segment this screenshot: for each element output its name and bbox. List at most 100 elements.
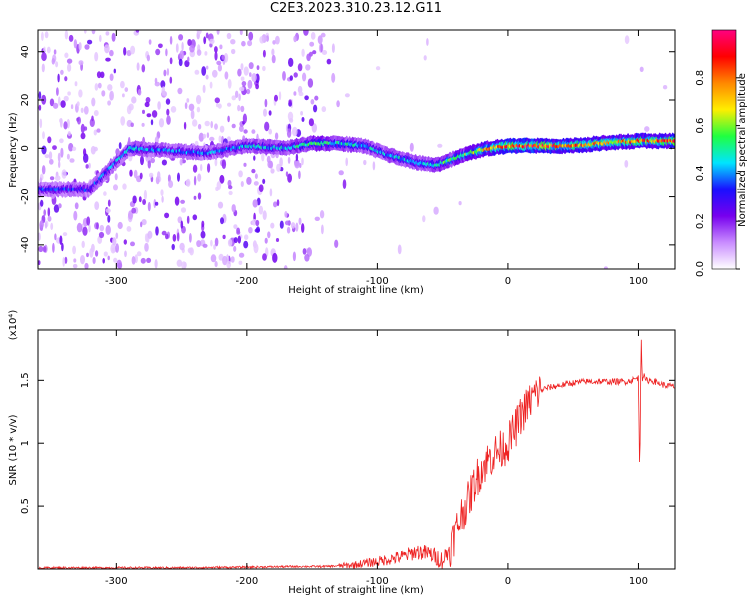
spectrogram-noise-blob [113, 68, 117, 74]
spectrogram-noise-blob [178, 34, 184, 41]
spectrogram-noise-blob [331, 72, 336, 83]
spectrogram-noise-blob [64, 76, 68, 82]
spectrogram-noise-blob [293, 91, 297, 96]
spectrogram-noise-blob [84, 44, 90, 50]
spectrogram-noise-blob [88, 162, 91, 169]
spectrogram-noise-blob [222, 234, 226, 240]
spectrogram-noise-blob [56, 87, 59, 96]
snr-x-tick-label: -200 [236, 576, 259, 587]
spectrogram-noise-blob [141, 64, 146, 73]
spectrogram-noise-blob [189, 247, 194, 256]
spectrogram-noise-blob [91, 115, 94, 122]
spectrogram-noise-blob [192, 214, 198, 221]
spectrogram-noise-blob [96, 222, 99, 230]
spectrogram-noise-blob [251, 168, 256, 174]
spectrogram-noise-blob [197, 173, 202, 182]
spectrogram-noise-blob [282, 71, 286, 81]
spectrogram-noise-blob [141, 122, 145, 127]
spectrogram-noise-blob [105, 57, 111, 62]
spectrogram-noise-blob [227, 179, 232, 187]
spectrogram-noise-blob [301, 48, 305, 57]
spectrogram-noise-blob [219, 174, 225, 184]
spectrogram-noise-blob [397, 244, 402, 255]
spectrogram-noise-blob [321, 106, 327, 113]
spectrogram-noise-blob [57, 152, 61, 162]
spectrogram-noise-blob [166, 68, 170, 76]
spectrogram-noise-blob [286, 226, 291, 234]
spectrogram-noise-blob [275, 238, 280, 242]
spectrogram-noise-blob [243, 162, 247, 167]
spectrogram-noise-blob [256, 65, 260, 70]
spectrogram-noise-blob [50, 222, 54, 230]
spectrogram-noise-blob [124, 250, 127, 258]
spectrogram-noise-blob [237, 104, 241, 112]
spectrogram-noise-blob [126, 50, 132, 57]
spectrogram-noise-blob [169, 57, 173, 65]
spectrogram-noise-blob [311, 123, 317, 133]
spectrogram-noise-blob [217, 201, 224, 209]
colorbar-tick-label: 0.8 [695, 70, 706, 86]
spectrogram-noise-blob [54, 175, 61, 181]
spectrogram-noise-blob [219, 44, 223, 50]
spectrogram-noise-blob [80, 107, 84, 114]
snr-x-tick-label: 0 [505, 576, 511, 587]
spectrogram-noise-blob [242, 113, 247, 124]
spectrogram-noise-blob [107, 199, 111, 207]
spectrogram-noise-blob [61, 169, 67, 179]
spectrogram-noise-blob [221, 159, 227, 170]
spectrogram-noise-blob [298, 91, 304, 97]
spectrogram-noise-blob [131, 207, 137, 214]
spectrogram-noise-blob [81, 240, 85, 248]
spectrogram-noise-blob [83, 153, 89, 163]
spectrogram-noise-blob [287, 173, 292, 183]
spectrogram-noise-blob [253, 155, 256, 161]
spectrogram-noise-blob [73, 258, 77, 263]
snr-y-tick-label: 1.5 [20, 372, 31, 388]
spectrogram-noise-blob [168, 180, 174, 189]
spectrogram-noise-blob [204, 51, 208, 56]
spectrogram-noise-blob [268, 110, 272, 116]
spectrogram-noise-blob [624, 160, 629, 168]
spectrogram-noise-blob [59, 118, 63, 124]
spectrogram-noise-blob [252, 199, 258, 208]
spectrogram-noise-blob [68, 142, 74, 152]
spectrogram-noise-blob [130, 122, 134, 128]
spectrogram-noise-blob [107, 255, 110, 261]
colorbar-tick-label: 0.2 [695, 213, 706, 229]
spectrogram-noise-blob [603, 266, 608, 269]
spectrogram-noise-blob [133, 169, 138, 179]
spectrogram-noise-blob [294, 160, 300, 169]
spectrogram-noise-blob [271, 54, 276, 64]
spectrogram-noise-blob [248, 62, 254, 70]
spectrogram-noise-blob [99, 34, 102, 43]
spectrogram-noise-blob [287, 156, 291, 164]
spectrogram-noise-blob [52, 145, 57, 151]
spectrogram-noise-blob [85, 164, 89, 169]
spectrogram-noise-blob [101, 90, 106, 97]
spectrogram-noise-blob [235, 90, 239, 99]
spectrogram-noise-blob [68, 34, 74, 42]
spectrogram-noise-blob [201, 220, 205, 228]
spectrogram-noise-blob [76, 222, 83, 233]
spectrogram-noise-blob [124, 87, 129, 92]
spectrogram-noise-blob [298, 170, 301, 180]
snr-series-line [38, 339, 675, 569]
spectrogram-noise-blob [437, 143, 443, 148]
spectrogram-noise-blob [227, 102, 232, 107]
spectrogram-x-tick-label: 0 [505, 276, 511, 287]
spectrogram-noise-blob [72, 146, 77, 151]
spectrogram-noise-blob [213, 244, 217, 250]
spectrogram-noise-blob [120, 80, 125, 89]
spectrogram-noise-blob [67, 131, 71, 137]
spectrogram-noise-blob [40, 199, 44, 207]
spectrogram-noise-blob [239, 30, 243, 36]
spectrogram-noise-blob [63, 121, 68, 130]
spectrogram-noise-blob [49, 176, 55, 181]
snr-x-tick-label: -300 [105, 576, 128, 587]
snr-scale-label: (x10⁴) [8, 310, 19, 341]
spectrogram-noise-blob [272, 40, 276, 45]
spectrogram-noise-blob [253, 243, 259, 254]
spectrogram-noise-blob [95, 250, 99, 257]
spectrogram-noise-blob [314, 95, 319, 101]
